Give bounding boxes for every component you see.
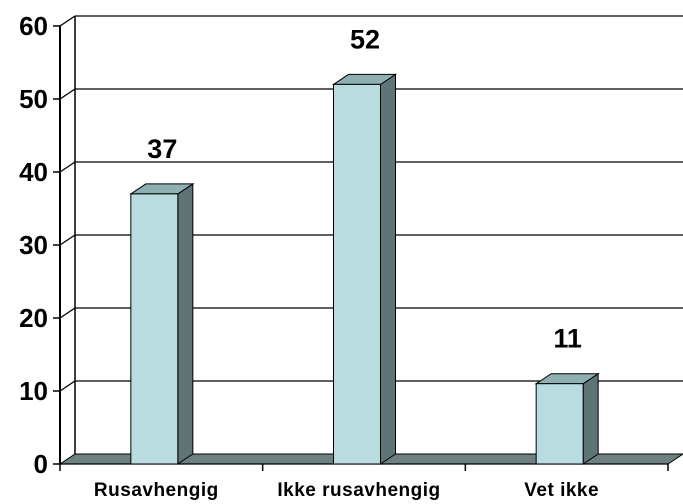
- bar: [129, 182, 195, 465]
- category-label: Vet ikke: [524, 480, 599, 501]
- data-label: 37: [147, 134, 177, 164]
- y-tick-labels: 0 10 20 30 40 50 60: [19, 11, 48, 479]
- y-tick-label: 50: [19, 84, 48, 114]
- category-labels: Rusavhengig Ikke rusavhengig Vet ikke: [94, 480, 599, 501]
- data-label: 11: [553, 324, 582, 354]
- data-label: 52: [350, 24, 380, 54]
- y-tick-label: 60: [19, 11, 48, 41]
- gridline-side: [59, 15, 76, 27]
- bar-side: [582, 372, 599, 465]
- y-tick-label: 20: [19, 303, 48, 333]
- gridline-side: [59, 88, 76, 100]
- bars: [129, 73, 600, 465]
- data-labels: 37 52 11: [147, 24, 582, 353]
- bar-front: [333, 83, 381, 465]
- bar-side: [380, 73, 396, 465]
- gridline-side: [59, 234, 76, 246]
- y-tick-label: 0: [34, 449, 48, 479]
- bar: [534, 372, 600, 465]
- bar-side: [177, 182, 194, 465]
- bar-front: [535, 383, 584, 465]
- y-tick-label: 10: [19, 376, 48, 406]
- bar: [331, 73, 398, 465]
- bar-front: [130, 193, 179, 465]
- category-label: Ikke rusavhengig: [277, 480, 440, 501]
- category-label: Rusavhengig: [94, 480, 219, 501]
- gridline-side: [59, 307, 76, 319]
- gridline-side: [59, 380, 76, 392]
- y-tick-label: 30: [19, 230, 48, 260]
- y-tick-label: 40: [19, 157, 48, 187]
- gridline-side: [59, 161, 76, 173]
